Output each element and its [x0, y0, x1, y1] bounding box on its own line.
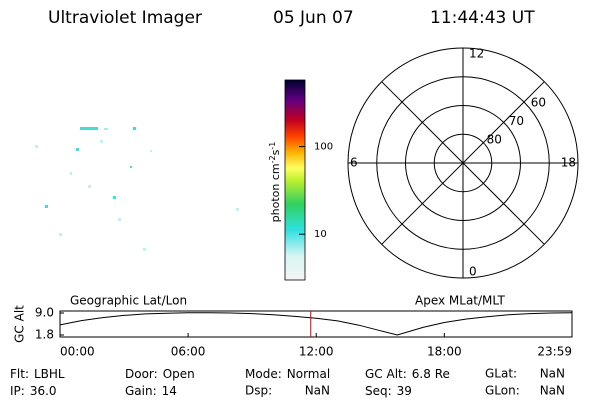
info-label: Flt:: [10, 367, 29, 381]
info-label: IP:: [10, 384, 25, 398]
colorbar-tick-label: 100: [314, 142, 333, 153]
info-value: NaN: [540, 384, 565, 398]
mlt-label: 12: [469, 47, 484, 61]
x-tick-label: 06:00: [171, 345, 206, 359]
info-label: Dsp:: [245, 384, 272, 398]
info-field: GC Alt: 6.8 Re: [365, 367, 450, 381]
info-value: Open: [163, 367, 195, 381]
info-label: Mode:: [245, 367, 282, 381]
info-field: Gain: 14: [125, 384, 177, 398]
info-value: LBHL: [34, 367, 65, 381]
info-value: 14: [162, 384, 177, 398]
y-tick-label: 9.0: [35, 306, 54, 320]
altitude-line: [59, 312, 573, 336]
info-field: Seq: 39: [365, 384, 412, 398]
info-field: IP: 36.0: [10, 384, 57, 398]
colorbar-label-part: -1: [268, 142, 277, 150]
y-tick-label: 1.8: [35, 328, 54, 342]
info-value: Normal: [287, 367, 330, 381]
colorbar-label: photon cm-2s-1: [268, 142, 283, 223]
info-value: 39: [397, 384, 412, 398]
colorbar-label-part: photon cm: [269, 163, 282, 222]
colorbar-label-part: s: [269, 149, 282, 155]
info-value: 6.8 Re: [412, 367, 450, 381]
info-label: Gain:: [125, 384, 157, 398]
info-field: Mode: Normal: [245, 367, 330, 381]
info-field: Flt: LBHL: [10, 367, 65, 381]
info-value: NaN: [540, 367, 565, 381]
info-label: Seq:: [365, 384, 392, 398]
info-label: GLat:: [485, 367, 517, 381]
x-tick-label: 12:00: [299, 345, 334, 359]
left-title: Geographic Lat/Lon: [70, 294, 187, 308]
mlt-label: 6: [350, 156, 358, 170]
colorbar: [284, 79, 306, 281]
info-value: 36.0: [30, 384, 57, 398]
right-title: Apex MLat/MLT: [415, 294, 505, 308]
polar-ring-label: 60: [531, 96, 546, 110]
x-tick-label: 18:00: [427, 345, 462, 359]
info-field: Door: Open: [125, 367, 195, 381]
mlt-label: 18: [561, 156, 576, 170]
instrument: Ultraviolet Imager: [48, 8, 202, 28]
image-pixels: [35, 127, 239, 251]
mlt-label: 0: [469, 265, 477, 279]
x-tick-label: 00:00: [60, 345, 95, 359]
polar-ring-label: 70: [509, 114, 524, 128]
time: 11:44:43 UT: [430, 8, 535, 28]
info-label: GLon:: [485, 384, 520, 398]
x-tick-label: 23:59: [537, 345, 572, 359]
colorbar-label-part: -2: [268, 155, 277, 163]
polar-spoke: [381, 81, 545, 245]
y-axis-label: GC Alt: [13, 305, 27, 343]
info-label: Door:: [125, 367, 158, 381]
info-value: NaN: [305, 384, 330, 398]
colorbar-tick-label: 10: [314, 229, 327, 240]
info-label: GC Alt:: [365, 367, 407, 381]
date: 05 Jun 07: [273, 8, 354, 28]
polar-ring-label: 80: [487, 133, 502, 147]
